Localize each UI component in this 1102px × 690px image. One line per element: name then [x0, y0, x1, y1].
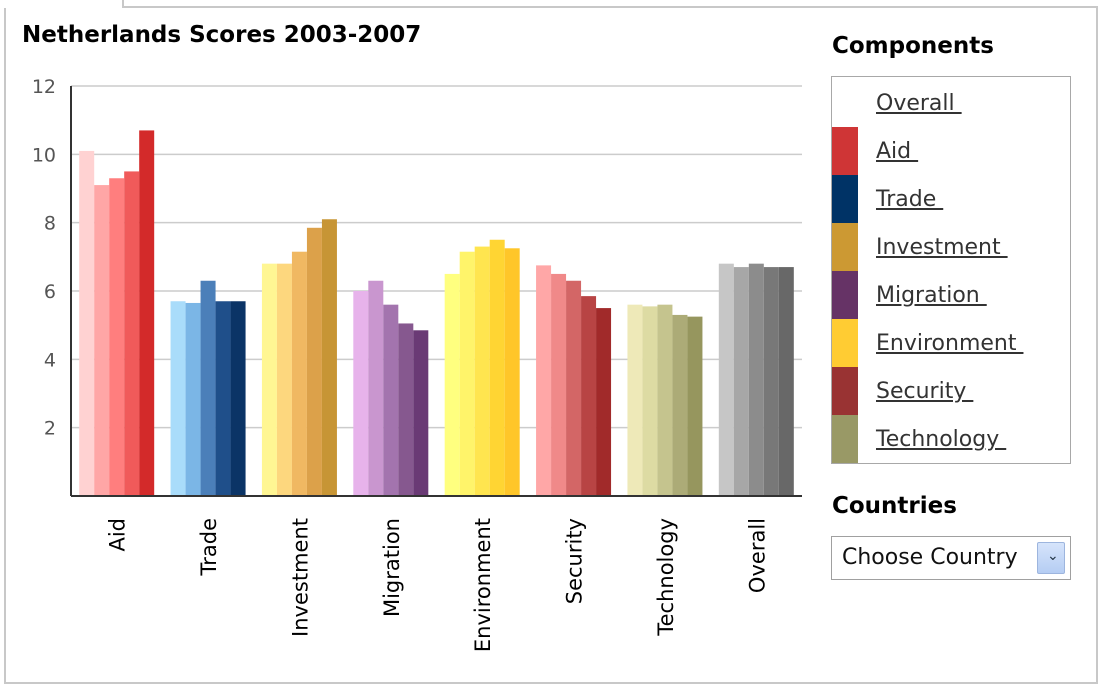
legend-label[interactable]: Overall [876, 91, 962, 116]
y-tick-label: 2 [44, 418, 56, 440]
bar [474, 246, 490, 496]
bar [139, 130, 155, 496]
bar [94, 185, 110, 497]
bar [627, 304, 643, 496]
bar [566, 280, 582, 496]
bar [185, 302, 201, 496]
legend-item-security[interactable]: Security [832, 367, 1070, 415]
y-tick-label: 10 [32, 144, 56, 166]
bar [230, 301, 246, 496]
y-tick-label: 4 [44, 349, 56, 371]
bar [748, 263, 764, 496]
bar [763, 267, 779, 496]
countries-title: Countries [832, 493, 957, 519]
legend-label[interactable]: Trade [876, 187, 944, 212]
bar-chart: 2 4 6 8 10 12 Aid Trade Investment Migration Envir… [32, 76, 802, 652]
legend-label[interactable]: Security [876, 379, 974, 404]
legend-label[interactable]: Environment [876, 331, 1024, 356]
legend-swatch [832, 127, 858, 175]
bar [215, 301, 231, 496]
bar [109, 178, 125, 496]
tab-stub [0, 0, 124, 8]
x-tick-label: Overall [745, 518, 769, 593]
legend-item-migration[interactable]: Migration [832, 271, 1070, 319]
bar [79, 150, 95, 496]
bar [733, 267, 749, 496]
y-tick-label: 6 [44, 281, 56, 303]
legend-item-investment[interactable]: Investment [832, 223, 1070, 271]
legend-label[interactable]: Technology [876, 427, 1007, 452]
bar [321, 219, 337, 496]
bar [672, 314, 688, 496]
bar [687, 316, 703, 496]
country-select[interactable]: Choose Country ⌄ [831, 536, 1071, 580]
bar [200, 280, 216, 496]
legend-item-aid[interactable]: Aid [832, 127, 1070, 175]
bar [657, 304, 673, 496]
legend-swatch [832, 175, 858, 223]
bar [368, 280, 384, 496]
legend-item-overall[interactable]: Overall [832, 79, 1070, 127]
bar [276, 263, 292, 496]
x-tick-label: Investment [288, 518, 312, 637]
x-tick-label: Environment [471, 518, 495, 652]
bar [551, 273, 567, 496]
bar [413, 330, 429, 496]
chevron-down-icon: ⌄ [1047, 548, 1059, 564]
legend-item-technology[interactable]: Technology [832, 415, 1070, 463]
bar [718, 263, 734, 496]
components-title: Components [832, 33, 994, 59]
legend-item-trade[interactable]: Trade [832, 175, 1070, 223]
components-legend: Overall Aid Trade Investment Migration E… [831, 76, 1071, 464]
bar [536, 265, 552, 496]
legend-label[interactable]: Investment [876, 235, 1008, 260]
bar [291, 251, 307, 496]
bar [124, 171, 140, 496]
bar [642, 306, 658, 496]
legend-swatch [832, 223, 858, 271]
dropdown-button[interactable]: ⌄ [1037, 542, 1065, 574]
x-tick-label: Technology [654, 518, 678, 637]
bar [306, 227, 322, 496]
legend-label[interactable]: Aid [876, 139, 919, 164]
bar [778, 267, 794, 496]
legend-item-environment[interactable]: Environment [832, 319, 1070, 367]
bar [504, 248, 520, 496]
x-tick-label: Aid [106, 518, 130, 552]
x-tick-label: Security [563, 518, 587, 604]
bar [489, 239, 505, 496]
country-select-value: Choose Country [842, 545, 1018, 570]
bar [261, 263, 277, 496]
bar [170, 301, 186, 496]
bar [398, 323, 414, 496]
legend-swatch [832, 319, 858, 367]
legend-label[interactable]: Migration [876, 283, 987, 308]
bar [444, 273, 460, 496]
bar [353, 291, 369, 496]
y-tick-label: 8 [44, 213, 56, 235]
bar [383, 304, 399, 496]
bar [596, 308, 612, 496]
bar [581, 296, 597, 496]
chart-frame [4, 6, 1098, 684]
x-tick-label: Trade [197, 518, 221, 577]
legend-swatch [832, 271, 858, 319]
chart-title: Netherlands Scores 2003-2007 [22, 22, 422, 48]
x-tick-label: Migration [380, 518, 404, 617]
legend-swatch [832, 79, 858, 127]
y-tick-label: 12 [32, 76, 56, 98]
legend-swatch [832, 415, 858, 463]
bar [459, 251, 475, 496]
legend-swatch [832, 367, 858, 415]
